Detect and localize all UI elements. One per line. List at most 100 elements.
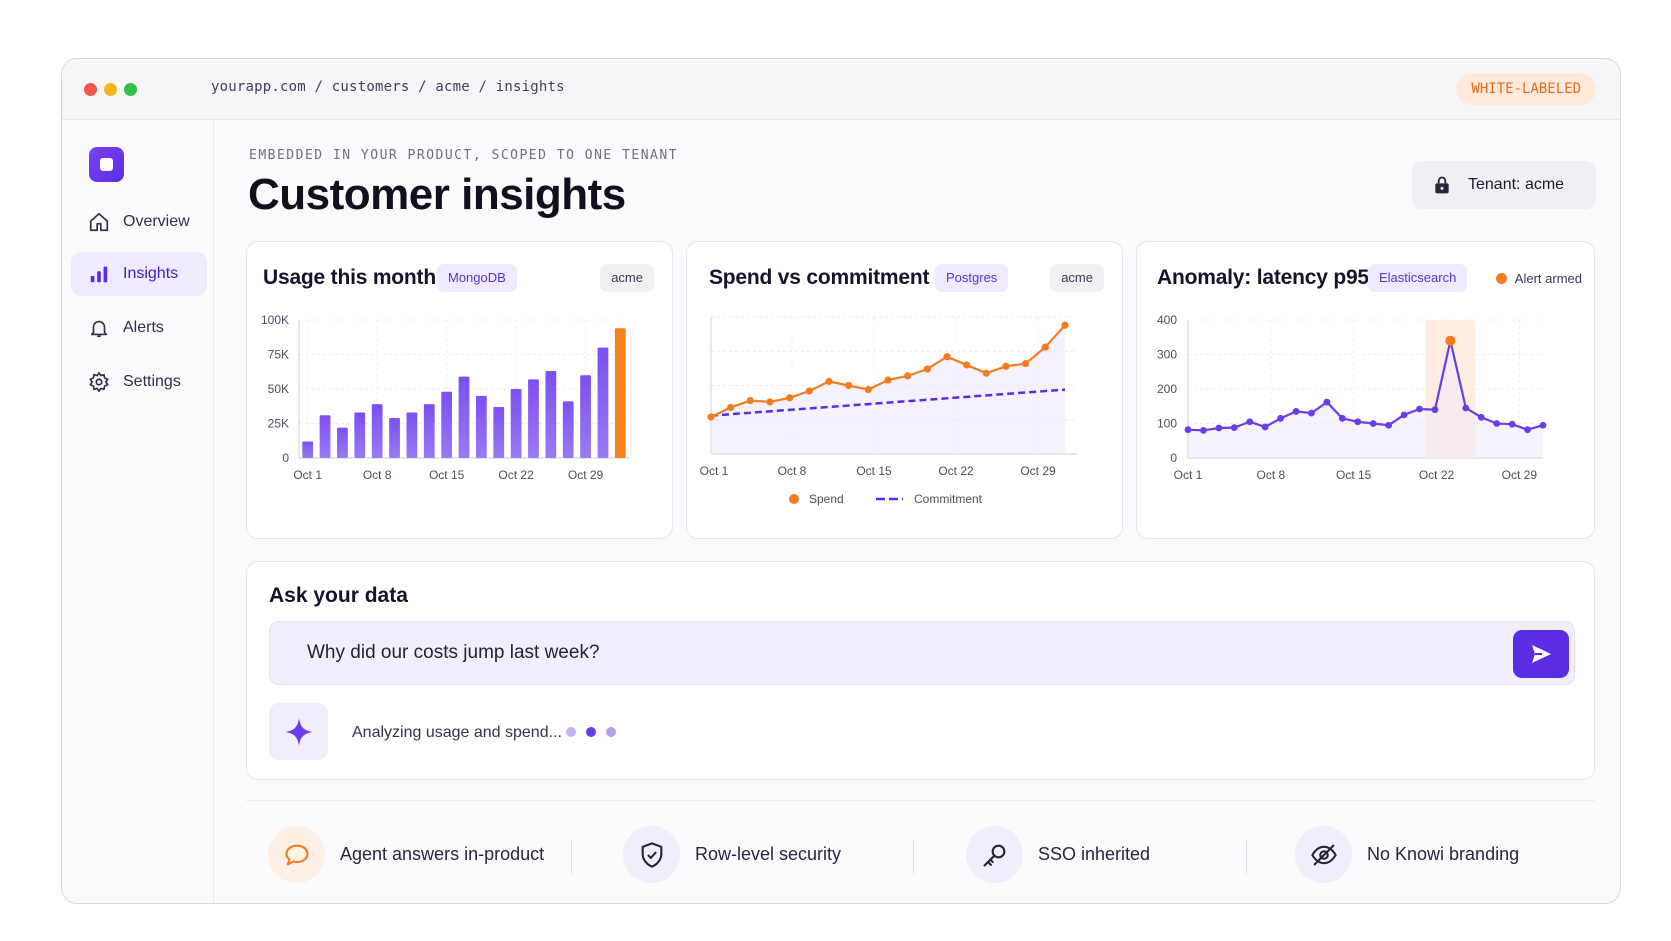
sidebar-item-overview[interactable]: Overview [71,200,207,244]
latency-point [1508,420,1516,428]
sidebar-item-alerts[interactable]: Alerts [71,306,207,350]
sidebar-item-label: Insights [123,265,179,282]
feature-label: No Knowi branding [1367,844,1520,864]
minimize-window-button[interactable] [104,83,117,96]
latency-point [1215,424,1223,432]
y-tick-label: 75K [268,348,289,362]
typing-dot [566,727,576,737]
legend-label: Commitment [914,492,983,506]
main-content: EMBEDDED IN YOUR PRODUCT, SCOPED TO ONE … [214,120,1620,903]
x-tick-label: Oct 22 [498,468,534,482]
spend-point [884,376,892,384]
latency-point [1184,426,1192,434]
typing-dot [586,727,596,737]
spend-line-chart: Oct 1 Oct 8 Oct 15 Oct 22 Oct 29 Spend Commitm… [700,316,1077,506]
sidebar-item-label: Settings [123,373,181,390]
shield-check-icon [641,841,662,868]
bar [302,441,314,458]
divider [246,800,1595,801]
x-tick-label: Oct 29 [1502,468,1538,482]
latency-point [1323,398,1331,406]
sparkle-icon [284,717,313,746]
spend-point [864,386,872,394]
bar [528,379,539,458]
x-tick-label: Oct 29 [1020,464,1056,478]
typing-dot [606,727,616,737]
feature-no-branding: No Knowi branding [1295,826,1519,883]
source-badge: MongoDB [437,264,517,292]
bar [510,389,522,458]
bar [389,417,400,458]
bar [337,427,348,458]
card-title: Anomaly: latency p95 [1157,266,1369,289]
spend-point [805,387,813,395]
y-tick-label: 0 [282,451,289,465]
x-tick-label: Oct 15 [1336,468,1372,482]
card-title: Spend vs commitment [709,266,930,289]
bar [319,415,331,458]
spend-point [845,381,853,390]
sidebar-item-insights[interactable]: Insights [71,252,207,296]
highlight-bar [614,328,626,458]
feature-label: SSO inherited [1038,844,1151,864]
chat-bubble-icon [284,844,309,865]
spend-point [963,361,971,369]
home-icon [89,212,109,232]
feature-icon-wrap [623,826,680,883]
usage-bar-chart: 0 25K 50K 75K 100K Oct 1 Oct 8 Oct 15 Oct 22 Oct … [261,313,629,482]
page-eyebrow: EMBEDDED IN YOUR PRODUCT, SCOPED TO ONE … [249,148,679,163]
latency-point [1354,418,1362,426]
eye-off-icon [1310,844,1337,865]
x-tick-label: Oct 22 [1419,468,1455,482]
tenant-selector[interactable]: Tenant: acme [1412,161,1596,209]
latency-anomaly-chart: 0 100 200 300 400 Oct 1 Oct 8 Oct 15 Oct 22 Oct 2… [1157,313,1547,482]
tenant-label: Tenant: [1468,176,1521,193]
spend-point [786,394,794,402]
latency-point [1385,421,1393,429]
latency-point [1369,420,1377,427]
bar-chart-icon [90,266,108,283]
feature-label: Agent answers in-product [340,844,545,864]
white-labeled-badge: WHITE-LABELED [1456,73,1596,105]
address-bar[interactable]: yourapp.com / customers / acme / insight… [211,79,565,95]
send-button[interactable] [1513,630,1569,678]
legend-swatch-spend [789,494,799,504]
y-tick-label: 25K [268,417,289,431]
page-title: Customer insights [248,170,626,219]
feature-row-level-security: Row-level security [623,826,841,883]
bar [562,401,574,458]
bar [441,391,453,458]
x-tick-label: Oct 1 [293,468,322,482]
bar [354,412,366,458]
feature-icon-wrap [966,826,1023,883]
sidebar-item-settings[interactable]: Settings [71,360,207,404]
x-tick-label: Oct 8 [363,468,392,482]
y-tick-label: 50K [268,382,289,396]
latency-point [1200,427,1207,434]
browser-window: yourapp.com / customers / acme / insight… [61,58,1621,904]
legend-label: Spend [809,492,844,506]
maximize-window-button[interactable] [124,83,137,96]
spend-area [711,325,1065,454]
alert-status: Alert armed [1496,271,1582,286]
source-badge: Postgres [935,264,1009,292]
bar [423,404,435,458]
agent-avatar [269,703,328,760]
close-window-button[interactable] [84,83,97,96]
spend-point [923,365,931,373]
x-tick-label: Oct 8 [1256,468,1285,482]
x-tick-label: Oct 22 [938,464,974,478]
sidebar-item-label: Alerts [123,319,164,336]
question-input[interactable]: Why did our costs jump last week? [269,621,1575,685]
latency-point [1308,409,1315,417]
bell-icon [90,320,108,338]
spend-point [1061,321,1069,329]
latency-point [1246,418,1254,426]
app-logo[interactable] [89,147,124,182]
ask-panel: Ask your data Why did our costs jump las… [246,561,1595,780]
bar [597,347,609,458]
y-tick-label: 0 [1170,451,1177,465]
latency-point [1338,414,1346,422]
latency-point [1261,423,1269,431]
